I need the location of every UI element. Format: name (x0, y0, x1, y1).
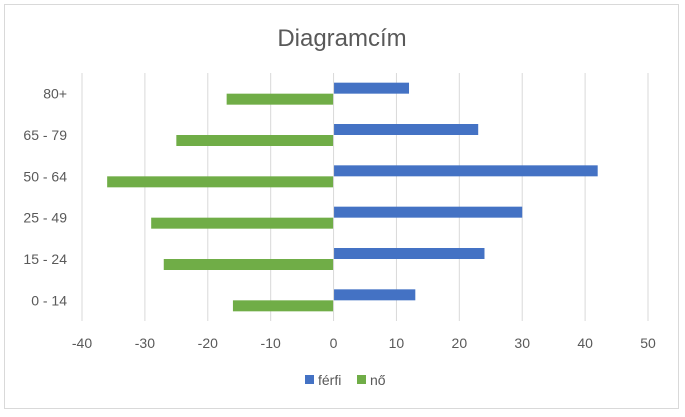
y-tick-label: 25 - 49 (23, 210, 67, 226)
x-tick-label: -40 (72, 335, 92, 351)
x-tick-label: 0 (330, 335, 338, 351)
x-tick-label: 10 (389, 335, 405, 351)
x-tick-label: -10 (261, 335, 281, 351)
bar-no (151, 217, 334, 229)
x-tick-label: 30 (514, 335, 530, 351)
legend: férfi nő (305, 372, 386, 388)
legend-label: nő (370, 372, 386, 388)
bar-no (163, 259, 334, 270)
bar-ferfi (333, 289, 416, 301)
bar-no (232, 300, 334, 312)
bar-ferfi (333, 165, 598, 177)
y-tick-label: 0 - 14 (31, 292, 67, 308)
chart-title: Diagramcím (277, 25, 406, 52)
bar-ferfi (333, 82, 410, 94)
legend-swatch (305, 375, 314, 384)
y-tick-label: 50 - 64 (23, 168, 67, 184)
y-tick-label: 80+ (43, 86, 67, 102)
y-tick-labels: 0 - 14 15 - 24 25 - 49 50 - 64 65 - 79 80+ (23, 86, 67, 309)
chart-frame (4, 4, 679, 409)
x-tick-labels: -40 -30 -20 -10 0 10 20 30 40 50 (72, 335, 656, 351)
x-tick-label: -20 (198, 335, 218, 351)
legend-label: férfi (318, 372, 341, 388)
bar-no (226, 93, 334, 105)
bar-ferfi (333, 124, 479, 135)
x-tick-label: 20 (452, 335, 468, 351)
y-tick-label: 65 - 79 (23, 127, 67, 143)
bar-no (107, 176, 334, 188)
x-tick-label: -30 (135, 335, 155, 351)
y-tick-label: 15 - 24 (23, 251, 67, 267)
bars (107, 82, 598, 312)
x-tick-label: 40 (577, 335, 593, 351)
x-tick-label: 50 (640, 335, 656, 351)
bar-ferfi (333, 248, 485, 259)
legend-swatch (357, 375, 366, 384)
gridlines (81, 73, 649, 321)
bar-ferfi (333, 206, 523, 218)
bar-no (176, 135, 334, 146)
